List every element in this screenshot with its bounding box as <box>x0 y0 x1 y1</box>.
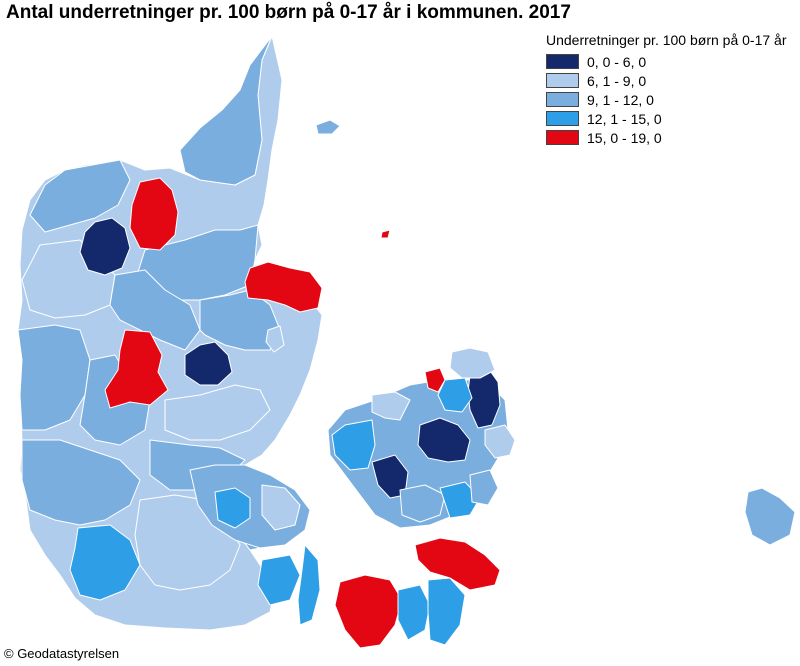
north-jutland-region <box>179 35 273 186</box>
legend-label: 9, 1 - 12, 0 <box>587 91 654 108</box>
odsherred-municipality <box>331 419 376 471</box>
langeland-island <box>297 544 321 626</box>
favrskov-municipality <box>184 341 233 386</box>
halsnaes-municipality <box>424 367 446 393</box>
legend-item: 15, 0 - 19, 0 <box>546 128 798 147</box>
viborg-region <box>109 269 201 351</box>
hillerod-area <box>437 377 473 413</box>
map-title: Antal underretninger pr. 100 børn på 0-1… <box>6 2 571 23</box>
randers-region <box>199 289 281 351</box>
south-jutland-west <box>69 524 141 601</box>
odense-municipality <box>214 487 251 529</box>
copenhagen-area <box>484 424 516 459</box>
legend-swatch <box>546 92 579 107</box>
aalborg-municipality <box>129 177 179 251</box>
west-jutland-region <box>17 324 91 431</box>
legend-title: Underretninger pr. 100 børn på 0-17 år <box>546 32 787 48</box>
legend-label: 15, 0 - 19, 0 <box>587 129 662 146</box>
south-zealand-area <box>399 484 446 523</box>
map-credit: © Geodatastyrelsen <box>4 646 120 661</box>
anholt-island <box>380 229 391 239</box>
legend-label: 0, 0 - 6, 0 <box>587 53 647 70</box>
legend-label: 6, 1 - 9, 0 <box>587 72 647 89</box>
norddjurs-municipality <box>244 261 323 313</box>
laeso-island <box>315 119 341 135</box>
esbjerg-area <box>21 439 141 526</box>
legend-item: 12, 1 - 15, 0 <box>546 109 798 128</box>
vordingborg-municipality <box>414 537 501 591</box>
guldborgsund-area <box>397 584 431 641</box>
ikast-brande-municipality <box>104 329 169 409</box>
sonderborg-region <box>257 554 301 606</box>
legend-label: 12, 1 - 15, 0 <box>587 110 662 127</box>
lolland-municipality <box>334 574 403 649</box>
thisted-region <box>29 159 131 233</box>
legend-item: 6, 1 - 9, 0 <box>546 71 798 90</box>
roskilde-area <box>417 417 471 463</box>
morsø-municipality <box>79 217 131 276</box>
legend-item: 0, 0 - 6, 0 <box>546 52 798 71</box>
naestved-area <box>439 481 481 519</box>
stevns-area <box>469 469 499 506</box>
nyborg-area <box>261 484 301 531</box>
legend-swatch <box>546 73 579 88</box>
kalundborg-region <box>371 391 411 421</box>
legend-swatch <box>546 111 579 126</box>
silkeborg-region <box>164 384 271 441</box>
legend-swatch <box>546 130 579 145</box>
map-legend: Underretninger pr. 100 børn på 0-17 år 0… <box>546 32 798 147</box>
legend-swatch <box>546 54 579 69</box>
legend-item: 9, 1 - 12, 0 <box>546 90 798 109</box>
samso-island <box>265 325 285 353</box>
bornholm-island <box>744 487 796 546</box>
helsingor-area <box>449 347 496 379</box>
falster-area <box>427 577 466 646</box>
